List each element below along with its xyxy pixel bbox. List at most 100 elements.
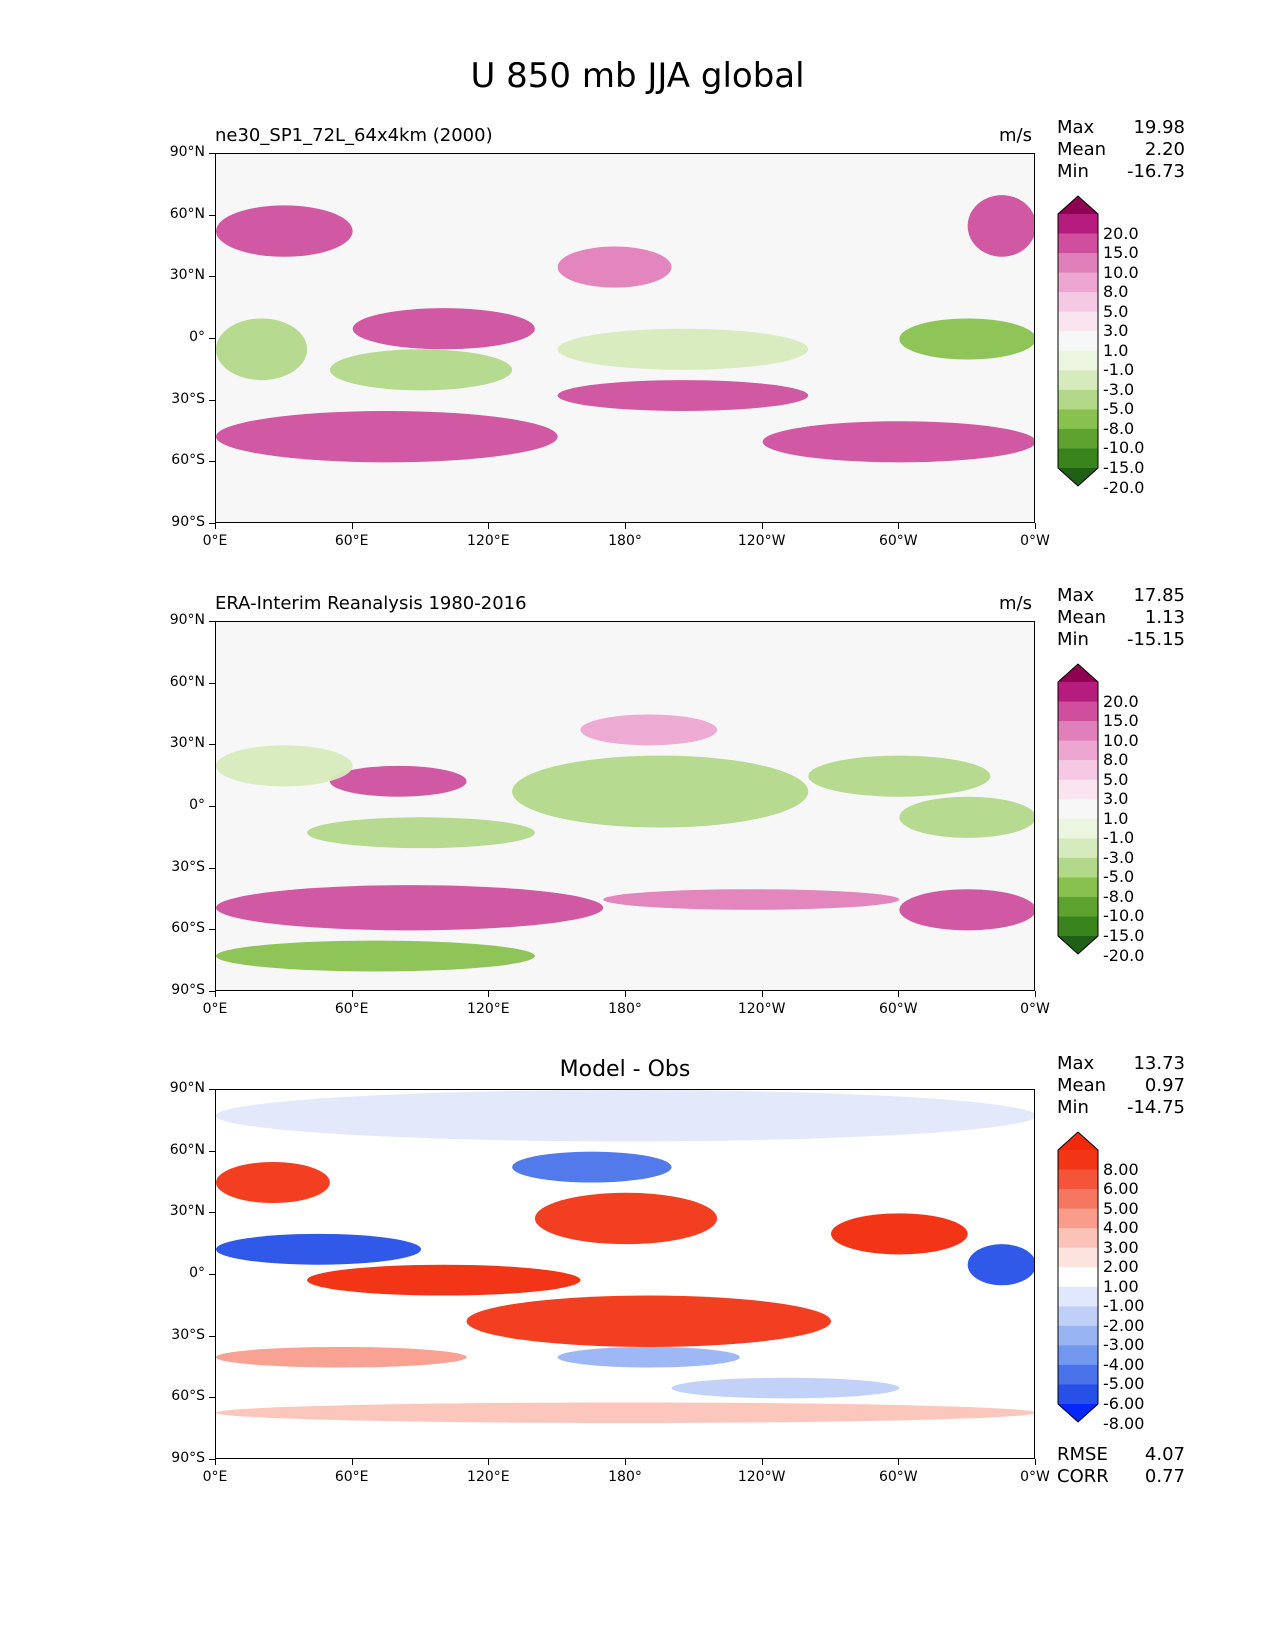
panel3-xtick-label-3: 180° [595, 1469, 655, 1485]
panel1-colorbar-bin-7 [1058, 351, 1098, 371]
panel2-colorbar-label-2: 10.0 [1103, 733, 1139, 749]
panel2-field-region-9 [899, 889, 1035, 930]
panel3-ytick-mark-2 [209, 1212, 215, 1213]
panel2-colorbar-bin-3 [1058, 741, 1098, 761]
panel3-stat-value-mean: 0.97 [1095, 1075, 1185, 1096]
panel1-colorbar-label-13: -20.0 [1103, 480, 1144, 496]
panel2-colorbar-bin-1 [1058, 702, 1098, 722]
panel1-colorbar-bin-6 [1058, 331, 1098, 351]
panel2-colorbar-bin-6 [1058, 799, 1098, 819]
panel1-ytick-mark-1 [209, 215, 215, 216]
panel3-colorbar-bin-5 [1058, 1248, 1098, 1268]
panel1-xtick-mark-1 [352, 523, 353, 529]
panel3-ytick-label-3: 0° [151, 1265, 205, 1281]
panel3-xtick-label-0: 0°E [185, 1469, 245, 1485]
panel1-xtick-mark-5 [898, 523, 899, 529]
panel2-xtick-label-4: 120°W [732, 1001, 792, 1017]
panel2-colorbar-bin-5 [1058, 780, 1098, 800]
panel1-xtick-label-0: 0°E [185, 533, 245, 549]
panel3-ytick-label-4: 30°S [151, 1327, 205, 1343]
panel3-xtick-mark-1 [352, 1459, 353, 1465]
panel3-xtick-label-6: 0°W [1005, 1469, 1065, 1485]
panel1-colorbar-label-10: -8.0 [1103, 421, 1134, 437]
panel1-colorbar-label-0: 20.0 [1103, 226, 1139, 242]
panel3-corr-value: 0.77 [1095, 1466, 1185, 1487]
panel3-field-region-7 [307, 1265, 580, 1296]
panel1-field-region-9 [558, 380, 809, 411]
panel2-xtick-mark-1 [352, 991, 353, 997]
panel3-colorbar-label-13: -8.00 [1103, 1416, 1144, 1432]
panel2-xtick-label-0: 0°E [185, 1001, 245, 1017]
panel1-colorbar-extend-min [1058, 468, 1098, 486]
panel3-xtick-mark-0 [215, 1459, 216, 1465]
panel1-colorbar-bin-9 [1058, 390, 1098, 410]
panel2-colorbar-bin-10 [1058, 877, 1098, 897]
panel1-map-svg [216, 154, 1035, 523]
panel3-colorbar-label-4: 3.00 [1103, 1240, 1139, 1256]
panel1-stat-value-max: 19.98 [1095, 117, 1185, 138]
panel2-stat-label-min: Min [1057, 629, 1089, 650]
panel1-colorbar-label-6: 1.0 [1103, 343, 1128, 359]
panel3-colorbar-bin-9 [1058, 1326, 1098, 1346]
panel3-ytick-mark-5 [209, 1397, 215, 1398]
panel2-xtick-mark-3 [625, 991, 626, 997]
panel1-field-region-2 [968, 195, 1035, 257]
panel1-colorbar-bin-4 [1058, 292, 1098, 312]
panel3-field-region-10 [216, 1347, 467, 1368]
panel1-colorbar-label-2: 10.0 [1103, 265, 1139, 281]
panel2-colorbar-bin-7 [1058, 819, 1098, 839]
panel1-colorbar-bin-12 [1058, 448, 1098, 468]
panel1-colorbar-bin-10 [1058, 409, 1098, 429]
panel2-ytick-mark-6 [209, 991, 215, 992]
panel2-colorbar [1057, 663, 1099, 955]
panel1-field-region-7 [899, 318, 1035, 359]
panel1-field-region-4 [353, 308, 535, 349]
panel3-ytick-label-0: 90°N [151, 1080, 205, 1096]
panel1-colorbar-label-5: 3.0 [1103, 323, 1128, 339]
panel3-colorbar [1057, 1131, 1099, 1423]
panel1-colorbar-bin-2 [1058, 253, 1098, 273]
panel2-colorbar-label-8: -3.0 [1103, 850, 1134, 866]
panel2-map-svg [216, 622, 1035, 991]
panel1-field-region-0 [216, 205, 353, 256]
panel2-title: ERA-Interim Reanalysis 1980-2016 [215, 593, 527, 614]
panel2-colorbar-label-5: 3.0 [1103, 791, 1128, 807]
panel1-colorbar-label-3: 8.0 [1103, 284, 1128, 300]
panel2-ytick-mark-3 [209, 806, 215, 807]
panel2-field-region-7 [216, 885, 603, 930]
panel1-stat-value-mean: 2.20 [1095, 139, 1185, 160]
panel2-colorbar-bin-9 [1058, 858, 1098, 878]
panel2-ytick-mark-5 [209, 929, 215, 930]
panel3-stat-label-max: Max [1057, 1053, 1094, 1074]
panel3-field-region-11 [672, 1378, 900, 1399]
panel2-xtick-mark-0 [215, 991, 216, 997]
panel3-colorbar-extend-min [1058, 1404, 1098, 1422]
panel3-colorbar-label-2: 5.00 [1103, 1201, 1139, 1217]
panel1-ytick-mark-5 [209, 461, 215, 462]
panel3-xtick-mark-2 [488, 1459, 489, 1465]
panel2-colorbar-label-0: 20.0 [1103, 694, 1139, 710]
panel3-xtick-label-5: 60°W [868, 1469, 928, 1485]
panel1-ytick-label-4: 30°S [151, 391, 205, 407]
panel3-colorbar-label-9: -3.00 [1103, 1337, 1144, 1353]
panel2-field-region-0 [580, 715, 717, 746]
panel1-colorbar-bin-5 [1058, 312, 1098, 332]
panel2-colorbar-label-3: 8.0 [1103, 752, 1128, 768]
panel2-colorbar-bin-12 [1058, 916, 1098, 936]
panel1-ytick-label-0: 90°N [151, 144, 205, 160]
panel1-xtick-mark-6 [1035, 523, 1036, 529]
main-title: U 850 mb JJA global [0, 56, 1275, 96]
panel2-ytick-mark-1 [209, 683, 215, 684]
panel3-colorbar-bin-8 [1058, 1306, 1098, 1326]
panel3-ytick-label-2: 30°N [151, 1203, 205, 1219]
panel2-map [215, 621, 1035, 991]
panel3-title: Model - Obs [215, 1057, 1035, 1082]
panel1-field-region-8 [216, 411, 558, 462]
panel3-colorbar-label-7: -1.00 [1103, 1298, 1144, 1314]
panel3-xtick-mark-5 [898, 1459, 899, 1465]
panel3-ytick-mark-3 [209, 1274, 215, 1275]
panel3-colorbar-label-12: -6.00 [1103, 1396, 1144, 1412]
panel2-xtick-label-2: 120°E [458, 1001, 518, 1017]
panel1-xtick-mark-0 [215, 523, 216, 529]
panel1-xtick-label-6: 0°W [1005, 533, 1065, 549]
